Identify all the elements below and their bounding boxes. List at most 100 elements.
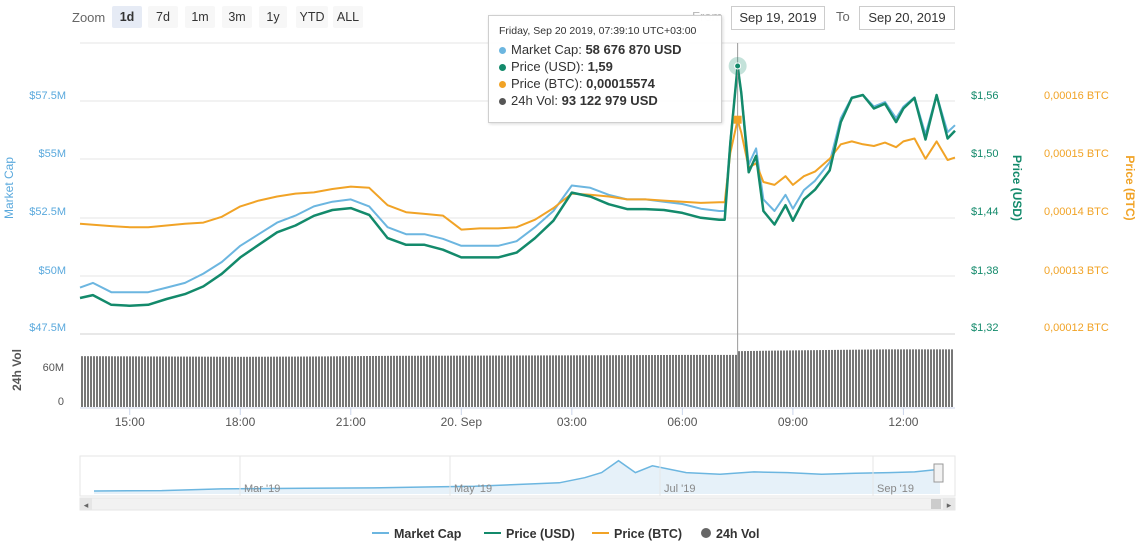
volume-bar [174,356,176,407]
zoom-button-ytd[interactable] [296,6,328,28]
volume-bar [354,356,356,407]
volume-bar [708,354,710,407]
volume-bar [579,355,581,407]
to-date-input[interactable]: Sep 20, 2019 [859,6,955,30]
volume-bar [270,356,272,407]
volume-bar [477,355,479,407]
volume-bar [567,355,569,407]
navigator-label: May '19 [454,483,492,495]
price-btc-tick-label: 0,00016 BTC [1044,90,1109,102]
volume-bar [912,349,914,407]
scrollbar-thumb[interactable] [931,499,941,509]
x-tick-label: 18:00 [225,415,255,429]
volume-bar [870,349,872,407]
volume-bar [816,350,818,407]
volume-bar [642,355,644,407]
zoom-button-3m[interactable] [222,6,252,28]
zoom-button-all[interactable] [333,6,363,28]
legend-volume[interactable]: 24h Vol [701,527,760,541]
market-cap-axis-title: Market Cap [2,157,16,219]
navigator[interactable]: Mar '19 May '19 Jul '19 Sep '19 ◂ ▸ [79,455,956,511]
volume-bar [909,349,911,407]
zoom-button-label: 1y [266,10,280,24]
volume-bar [633,355,635,407]
legend-price-btc[interactable]: Price (BTC) [592,527,682,541]
volume-bar [876,349,878,407]
market-cap-tick-label: $47.5M [29,322,66,334]
volume-bar [315,356,317,407]
volume-bar [549,355,551,407]
volume-bar [882,349,884,407]
volume-bar [777,350,779,407]
volume-bar [714,354,716,407]
volume-bar [753,350,755,407]
volume-bar [219,356,221,407]
volume-bar [747,351,749,407]
volume-bar [114,356,116,407]
tooltip-label: Price (BTC): [511,76,583,91]
volume-bar [402,355,404,407]
tooltip-row-price-usd: Price (USD): 1,59 [499,59,721,74]
zoom-button-label: 7d [156,10,170,24]
volume-bar [201,356,203,407]
navigator-scrollbar[interactable] [79,497,956,511]
volume-bar [867,349,869,407]
scroll-left-button[interactable] [80,498,92,510]
volume-bar [948,349,950,407]
volume-bar [603,355,605,407]
zoom-button-7d[interactable] [148,6,178,28]
volume-bar [693,354,695,407]
volume-bar [717,354,719,407]
tooltip-label: 24h Vol: [511,93,558,108]
volume-bar [741,351,743,407]
from-date-input[interactable]: Sep 19, 2019 [731,6,825,30]
volume-bar [810,350,812,407]
navigator-label: Mar '19 [244,483,280,495]
scroll-right-button[interactable] [943,498,955,510]
volume-bar [813,350,815,407]
volume-bar [591,355,593,407]
volume-bar [456,355,458,407]
volume-bar [333,356,335,407]
volume-bar [681,354,683,407]
volume-bar [180,356,182,407]
volume-bar [222,356,224,407]
volume-bar [597,355,599,407]
volume-bar [138,356,140,407]
volume-bar [87,356,89,407]
volume-bar [264,356,266,407]
volume-bar [888,349,890,407]
volume-bar [498,355,500,407]
series-lines [79,64,956,307]
volume-bar [285,356,287,407]
volume-bar [279,356,281,407]
volume-bar [366,356,368,407]
navigator-line [93,459,941,492]
legend-label: Price (USD) [506,527,575,541]
volume-bar [786,350,788,407]
volume-bar [807,350,809,407]
volume-bar [288,356,290,407]
volume-bar [120,356,122,407]
x-tick-label: 21:00 [336,415,366,429]
volume-bar [306,356,308,407]
volume-bar [855,349,857,407]
volume-bar [915,349,917,407]
volume-bar [225,356,227,407]
zoom-button-1m[interactable] [185,6,215,28]
legend-price-usd[interactable]: Price (USD) [484,527,575,541]
navigator-handle[interactable] [933,463,944,483]
zoom-button-1d[interactable] [112,6,142,28]
volume-bar [384,355,386,407]
volume-bar [351,356,353,407]
navigator-area [94,460,940,494]
volume-bar [312,356,314,407]
volume-bar [327,356,329,407]
volume-bar [465,355,467,407]
volume-bar [216,356,218,407]
volume-bar [843,349,845,407]
price-usd-tick-label: $1,56 [971,90,999,102]
legend-market-cap[interactable]: Market Cap [372,527,462,541]
volume-bar [684,354,686,407]
zoom-button-1y[interactable] [259,6,287,28]
